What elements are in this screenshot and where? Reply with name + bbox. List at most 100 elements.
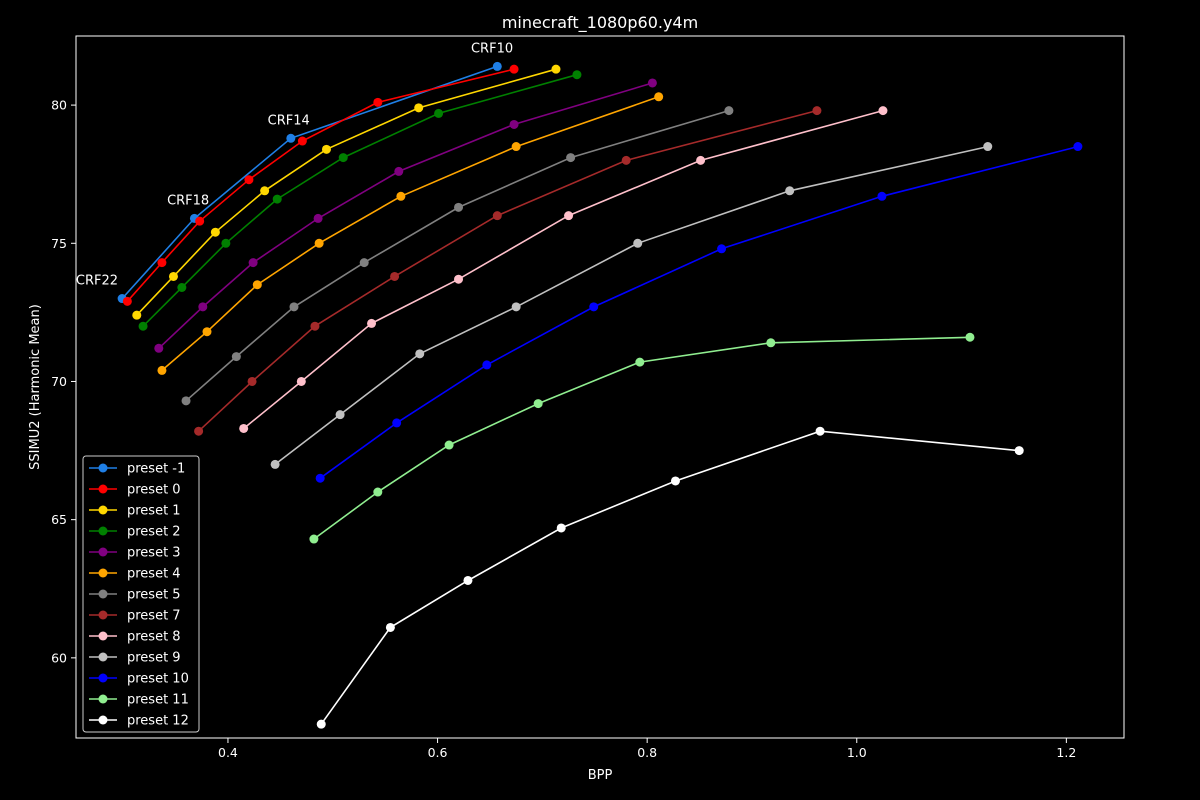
legend-marker (98, 652, 108, 662)
series-8 (194, 106, 822, 436)
data-point (239, 423, 249, 433)
x-tick-label: 1.0 (847, 745, 867, 760)
series-6 (157, 92, 664, 375)
legend-item: preset -1 (89, 462, 185, 477)
data-point (454, 202, 464, 212)
data-point (1014, 446, 1024, 456)
data-point (321, 144, 331, 154)
series-layer (117, 61, 1083, 729)
data-point (248, 258, 258, 268)
data-point (198, 302, 208, 312)
data-point (1073, 142, 1083, 152)
data-point (210, 227, 220, 237)
legend-marker (98, 715, 108, 725)
series-9 (239, 106, 888, 433)
data-point (511, 302, 521, 312)
data-point (815, 426, 825, 436)
legend-item: preset 7 (89, 609, 181, 624)
legend-item: preset 4 (89, 567, 181, 582)
legend-item: preset 9 (89, 651, 181, 666)
data-point (635, 357, 645, 367)
series-3 (132, 64, 561, 320)
data-point (564, 211, 574, 221)
series-2 (122, 64, 519, 306)
data-point (177, 283, 187, 293)
legend-marker (98, 484, 108, 494)
data-point (221, 238, 231, 248)
legend-item: preset 1 (89, 504, 181, 519)
x-axis-label: BPP (588, 768, 613, 783)
legend-label: preset 3 (127, 546, 181, 561)
legend-label: preset 12 (127, 714, 189, 729)
crf-annotation: CRF14 (268, 113, 310, 128)
legend-label: preset 4 (127, 567, 181, 582)
data-point (310, 321, 320, 331)
data-point (244, 175, 254, 185)
data-point (392, 418, 402, 428)
data-point (533, 399, 543, 409)
series-7 (181, 106, 734, 406)
legend-items: preset -1 preset 0 preset 1 preset 2 preset … (89, 462, 189, 729)
data-point (297, 136, 307, 146)
legend-item: preset 10 (89, 672, 189, 687)
legend-marker (98, 463, 108, 473)
legend-item: preset 12 (89, 714, 189, 729)
data-point (168, 271, 178, 281)
data-point (289, 302, 299, 312)
crf-annotation: CRF18 (167, 194, 209, 209)
legend-box (82, 455, 200, 733)
chart-title: minecraft_1080p60.y4m (502, 13, 698, 33)
data-point (313, 213, 323, 223)
data-point (367, 318, 377, 328)
data-point (696, 155, 706, 165)
data-point (396, 191, 406, 201)
data-point (202, 327, 212, 337)
legend-label: preset 9 (127, 651, 181, 666)
data-point (122, 296, 132, 306)
data-point (195, 216, 205, 226)
legend-label: preset 11 (127, 693, 189, 708)
legend-item: preset 3 (89, 546, 181, 561)
legend-label: preset -1 (127, 462, 185, 477)
data-point (260, 186, 270, 196)
legend-label: preset 8 (127, 630, 181, 645)
x-tick-label: 0.6 (428, 745, 448, 760)
data-point (231, 352, 241, 362)
series-line (121, 65, 498, 300)
legend: preset -1 preset 0 preset 1 preset 2 preset … (82, 455, 200, 733)
series-4 (138, 70, 582, 331)
legend-item: preset 5 (89, 588, 181, 603)
legend-label: preset 7 (127, 609, 181, 624)
legend-marker (98, 673, 108, 683)
data-point (157, 365, 167, 375)
data-point (314, 238, 324, 248)
legend-label: preset 1 (127, 504, 181, 519)
legend-label: preset 0 (127, 483, 181, 498)
y-tick-label: 75 (51, 236, 67, 251)
x-tick-label: 0.4 (218, 745, 238, 760)
legend-marker (98, 694, 108, 704)
legend-marker (98, 610, 108, 620)
legend-label: preset 2 (127, 525, 181, 540)
data-point (877, 191, 887, 201)
data-point (551, 64, 561, 74)
data-point (385, 622, 395, 632)
data-point (286, 133, 296, 143)
data-point (983, 142, 993, 152)
legend-item: preset 11 (89, 693, 189, 708)
annotation-layer: CRF10 CRF14 CRF18 CRF22 (76, 42, 513, 289)
data-point (812, 106, 822, 116)
y-axis-label: SSIMU2 (Harmonic Mean) (28, 304, 43, 470)
data-point (194, 426, 204, 436)
y-tick-label: 60 (51, 650, 67, 665)
data-point (785, 186, 795, 196)
data-point (414, 103, 424, 113)
legend-item: preset 2 (89, 525, 181, 540)
y-tick-label: 65 (51, 512, 67, 527)
data-point (315, 473, 325, 483)
data-point (444, 440, 454, 450)
data-point (454, 274, 464, 284)
data-point (717, 244, 727, 254)
legend-marker (98, 589, 108, 599)
